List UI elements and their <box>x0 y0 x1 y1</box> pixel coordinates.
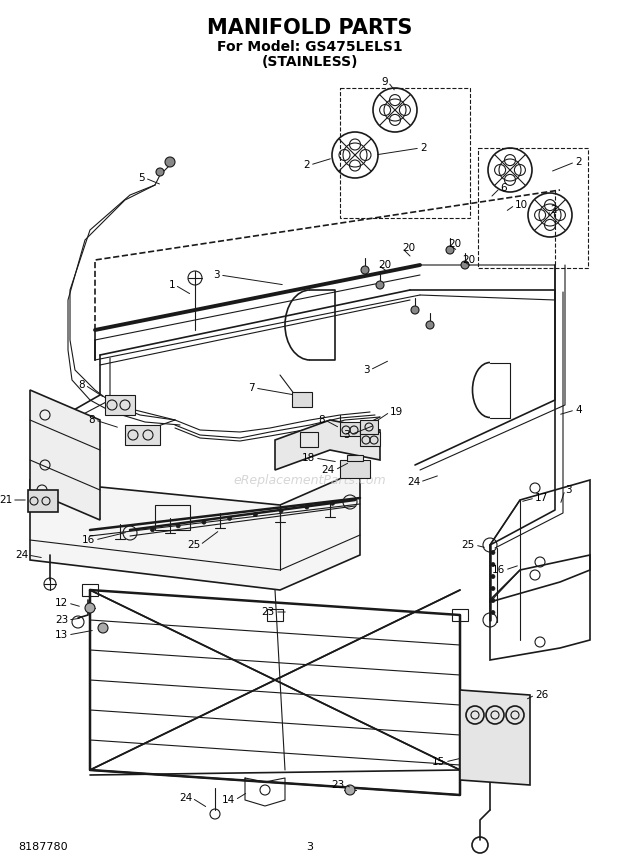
Bar <box>125 425 160 445</box>
Text: 20: 20 <box>448 239 461 249</box>
Circle shape <box>345 785 355 795</box>
Text: 24: 24 <box>322 465 335 475</box>
Text: 20: 20 <box>378 260 391 270</box>
Text: 18: 18 <box>302 453 315 463</box>
Text: 2: 2 <box>420 143 427 153</box>
Text: For Model: GS475LELS1: For Model: GS475LELS1 <box>217 40 403 54</box>
Text: 24: 24 <box>407 477 420 487</box>
Circle shape <box>254 513 257 517</box>
Text: 3: 3 <box>565 485 572 495</box>
Bar <box>360 420 378 434</box>
Text: 24: 24 <box>15 550 28 560</box>
Text: 25: 25 <box>462 540 475 550</box>
Circle shape <box>491 562 495 567</box>
Text: 3: 3 <box>363 365 370 375</box>
Text: 23: 23 <box>332 780 345 790</box>
Circle shape <box>491 598 495 603</box>
Text: 1: 1 <box>169 280 175 290</box>
Bar <box>28 490 58 512</box>
Circle shape <box>330 502 335 505</box>
Text: 2: 2 <box>575 157 582 167</box>
Text: 24: 24 <box>179 793 192 803</box>
Circle shape <box>376 281 384 289</box>
Circle shape <box>85 603 95 613</box>
Text: 8: 8 <box>78 380 85 390</box>
Circle shape <box>151 527 154 532</box>
Circle shape <box>446 246 454 254</box>
Text: 2: 2 <box>550 205 557 215</box>
Text: 13: 13 <box>55 630 68 640</box>
Text: 10: 10 <box>515 200 528 210</box>
Circle shape <box>491 586 495 591</box>
Polygon shape <box>30 470 360 590</box>
Bar <box>292 392 312 407</box>
Text: eReplacementParts.com: eReplacementParts.com <box>234 473 386 486</box>
Text: 8: 8 <box>319 415 325 425</box>
Text: 23: 23 <box>262 607 275 617</box>
Text: 2: 2 <box>303 160 310 170</box>
Circle shape <box>228 516 232 520</box>
Circle shape <box>491 610 495 615</box>
Bar <box>340 422 360 436</box>
Bar <box>300 432 318 447</box>
Circle shape <box>491 574 495 579</box>
Text: 4: 4 <box>575 405 582 415</box>
Circle shape <box>176 524 180 528</box>
Circle shape <box>461 261 469 269</box>
Text: 21: 21 <box>0 495 12 505</box>
Text: 23: 23 <box>55 615 68 625</box>
Text: 5: 5 <box>138 173 145 183</box>
Bar <box>452 609 468 621</box>
Text: 6: 6 <box>500 183 507 193</box>
Circle shape <box>156 168 164 176</box>
Text: 3: 3 <box>343 430 350 440</box>
Text: 8: 8 <box>89 415 95 425</box>
Bar <box>478 148 588 268</box>
Circle shape <box>279 508 283 513</box>
Polygon shape <box>30 390 100 520</box>
Text: 7: 7 <box>249 383 255 393</box>
Circle shape <box>305 505 309 509</box>
Text: 9: 9 <box>381 77 388 87</box>
Bar <box>105 395 135 415</box>
Text: 16: 16 <box>492 565 505 575</box>
Text: 12: 12 <box>55 598 68 608</box>
Text: MANIFOLD PARTS: MANIFOLD PARTS <box>207 18 413 38</box>
Text: 3: 3 <box>306 842 314 852</box>
Polygon shape <box>275 420 380 470</box>
Circle shape <box>98 623 108 633</box>
Circle shape <box>491 550 495 555</box>
Text: 19: 19 <box>390 407 403 417</box>
Bar <box>340 88 470 218</box>
Polygon shape <box>460 690 530 785</box>
Text: 3: 3 <box>213 270 220 280</box>
Circle shape <box>202 520 206 524</box>
Bar <box>347 455 363 461</box>
Text: 26: 26 <box>535 690 548 700</box>
Bar <box>267 609 283 621</box>
Text: 8187780: 8187780 <box>18 842 68 852</box>
Bar <box>340 460 370 478</box>
Text: 15: 15 <box>432 757 445 767</box>
Text: (STAINLESS): (STAINLESS) <box>262 55 358 69</box>
Text: 14: 14 <box>222 795 235 805</box>
Text: 20: 20 <box>402 243 415 253</box>
Text: 20: 20 <box>462 255 475 265</box>
Bar <box>155 505 190 530</box>
Bar <box>82 584 98 596</box>
Text: 16: 16 <box>82 535 95 545</box>
Bar <box>360 432 380 446</box>
Circle shape <box>361 266 369 274</box>
Circle shape <box>165 157 175 167</box>
Circle shape <box>426 321 434 329</box>
Text: 25: 25 <box>187 540 200 550</box>
Circle shape <box>411 306 419 314</box>
Text: 17: 17 <box>535 493 548 503</box>
